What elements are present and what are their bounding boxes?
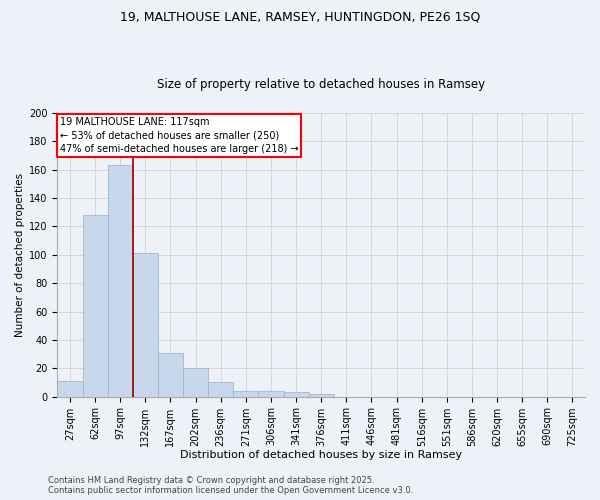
Bar bbox=[259, 391, 284, 396]
Bar bbox=[233, 391, 259, 396]
Text: 19 MALTHOUSE LANE: 117sqm
← 53% of detached houses are smaller (250)
47% of semi: 19 MALTHOUSE LANE: 117sqm ← 53% of detac… bbox=[60, 118, 299, 154]
Text: Contains HM Land Registry data © Crown copyright and database right 2025.
Contai: Contains HM Land Registry data © Crown c… bbox=[48, 476, 413, 495]
Bar bbox=[308, 394, 334, 396]
Bar bbox=[183, 368, 208, 396]
Text: 19, MALTHOUSE LANE, RAMSEY, HUNTINGDON, PE26 1SQ: 19, MALTHOUSE LANE, RAMSEY, HUNTINGDON, … bbox=[120, 10, 480, 23]
Bar bbox=[208, 382, 233, 396]
Title: Size of property relative to detached houses in Ramsey: Size of property relative to detached ho… bbox=[157, 78, 485, 91]
Bar bbox=[158, 352, 183, 397]
Bar bbox=[133, 254, 158, 396]
Bar bbox=[83, 215, 107, 396]
Y-axis label: Number of detached properties: Number of detached properties bbox=[15, 172, 25, 337]
X-axis label: Distribution of detached houses by size in Ramsey: Distribution of detached houses by size … bbox=[180, 450, 462, 460]
Bar bbox=[107, 166, 133, 396]
Bar bbox=[284, 392, 308, 396]
Bar bbox=[58, 381, 83, 396]
